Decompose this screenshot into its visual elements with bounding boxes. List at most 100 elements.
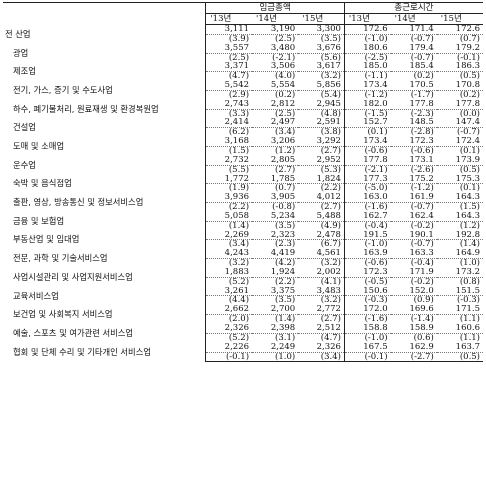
wage-change-pct: (2.5) (252, 108, 299, 119)
industry-label: 사업시설관리 및 사업지원서비스업 (3, 267, 207, 287)
hours-value: 163.3 (409, 249, 434, 259)
wage-value: 2,952 (316, 155, 341, 165)
hours-change-pct: (-1.6) (343, 202, 391, 212)
wage-value: 3,936 (224, 193, 250, 203)
hours-value: 151.5 (455, 286, 480, 296)
table-row-change: (-0.1) (1.0) (3.4) (-0.1) (-2.7) (0.5) (3, 351, 483, 363)
hours-change-pct: (-1.1) (343, 71, 391, 82)
hours-value: 173.4 (343, 137, 391, 147)
hours-value: 170.8 (455, 81, 480, 91)
table-row-change: (4.7) (4.0) (3.2) (-1.1) (0.2) (0.5) (3, 71, 483, 82)
wage-value: 3,676 (316, 43, 341, 53)
wage-value: 2,662 (224, 305, 250, 315)
wage-change-pct: (-0.8) (252, 202, 299, 212)
wage-value: 1,924 (270, 267, 296, 277)
wage-value: 2,732 (224, 155, 250, 165)
wage-value: 2,323 (270, 230, 296, 240)
industry-label-text: 도매 및 소매업 (13, 141, 65, 152)
hours-change-pct: (-0.4) (343, 220, 391, 231)
hours-value: 152.7 (343, 118, 391, 128)
wage-change-pct: (1.9) (205, 183, 253, 194)
wage-change-pct: (3.4) (298, 351, 345, 363)
wage-value: 2,497 (270, 118, 296, 128)
table-row: 제조업 3,371 3,506 3,617 185.0 185.4 186.3 (3, 62, 483, 82)
industry-label-text: 제조업 (13, 66, 36, 77)
wage-value: 3,168 (224, 137, 250, 147)
wage-change-pct: (4.7) (205, 71, 253, 82)
hours-value: 171.5 (455, 305, 480, 315)
industry-label-text: 보건업 및 사회복지 서비스업 (13, 309, 113, 320)
wage-change-pct: (4.2) (252, 258, 299, 268)
industry-label: 예술, 스포츠 및 여가관련 서비스업 (3, 324, 207, 343)
hours-change-pct: (-0.7) (390, 202, 437, 212)
hours-change-pct: (1.2) (436, 220, 483, 231)
hours-value: 172.3 (409, 137, 434, 147)
hours-value: 170.5 (409, 81, 434, 91)
table-row: 운수업 2,732 2,805 2,952 177.8 173.1 173.9 (3, 155, 483, 175)
hours-value: 160.6 (455, 324, 480, 333)
wage-change-pct: (6.7) (298, 239, 345, 250)
industry-label-text: 협회 및 단체 수리 및 기타개인 서비스업 (13, 346, 151, 357)
wage-change-pct: (2.5) (205, 52, 253, 63)
wage-value: 4,243 (224, 249, 250, 259)
wage-value: 2,414 (224, 118, 250, 128)
wage-value: 5,234 (270, 211, 296, 221)
industry-label: 교육서비스업 (3, 286, 207, 306)
wage-change-pct: (3.9) (205, 33, 253, 44)
industry-label: 건설업 (3, 118, 207, 138)
wage-value: 3,111 (224, 24, 250, 34)
hours-change-pct: (0.0) (436, 108, 483, 119)
hours-value: 192.8 (455, 230, 480, 240)
industry-label-text: 출판, 영상, 방송통신 및 정보서비스업 (13, 197, 144, 208)
wage-change-pct: (2.5) (252, 33, 299, 44)
industry-label: 전기, 가스, 증기 및 수도사업 (3, 81, 207, 100)
table-row: 보건업 및 사회복지 서비스업 2,662 2,700 2,772 172.0 169.6… (3, 305, 483, 324)
year-header-hours-2013: '13년 (343, 13, 391, 25)
hours-value: 177.8 (455, 99, 480, 109)
hours-change-pct: (-0.6) (343, 145, 391, 156)
hours-change-pct: (1.1) (436, 332, 483, 343)
hours-value: 171.4 (409, 24, 434, 34)
hours-value: 175.2 (409, 174, 434, 184)
hours-value: 182.0 (343, 99, 391, 110)
hours-change-pct: (-1.6) (343, 314, 391, 324)
hours-value: 162.4 (409, 211, 434, 221)
hours-value: 172.6 (343, 24, 391, 35)
wage-value: 4,012 (316, 193, 341, 203)
wage-change-pct: (5.6) (298, 52, 345, 63)
hours-change-pct: (-0.1) (436, 52, 483, 63)
hours-value: 163.9 (343, 249, 391, 259)
year-header-wage-2014: '14년 (252, 13, 299, 25)
industry-label: 전문, 과학 및 기술서비스업 (3, 249, 207, 268)
hours-change-pct: (-0.2) (390, 276, 437, 287)
table-row: 출판, 영상, 방송통신 및 정보서비스업 3,936 3,905 4,012 163.… (3, 193, 483, 212)
hours-value: 172.6 (455, 24, 480, 34)
industry-label: 전 산업 (3, 24, 207, 44)
hours-change-pct: (-2.6) (390, 164, 437, 175)
hours-value: 179.2 (455, 43, 480, 53)
table-row-change: (5.5) (2.7) (5.3) (-2.1) (-2.6) (0.5) (3, 164, 483, 175)
hours-change-pct: (-0.3) (436, 295, 483, 306)
industry-label: 보건업 및 사회복지 서비스업 (3, 305, 207, 324)
wage-change-pct: (3.5) (252, 295, 299, 306)
hours-value: 147.4 (455, 118, 480, 128)
hours-change-pct: (-2.7) (390, 351, 437, 363)
hours-change-pct: (-0.7) (390, 239, 437, 250)
wage-change-pct: (3.3) (205, 108, 253, 119)
hours-change-pct: (-0.3) (343, 295, 391, 306)
header-wage-total: 임금총액 (205, 2, 345, 14)
hours-value: 191.5 (343, 230, 391, 240)
table-row-change: (2.2) (-0.8) (2.7) (-1.6) (-0.7) (1.5) (3, 202, 483, 212)
wage-change-pct: (5.2) (205, 332, 253, 343)
hours-change-pct: (-2.8) (390, 127, 437, 138)
hours-change-pct: (-0.2) (390, 220, 437, 231)
industry-label-text: 예술, 스포츠 및 여가관련 서비스업 (13, 327, 134, 338)
wage-change-pct: (5.3) (298, 164, 345, 175)
hours-value: 185.4 (409, 62, 434, 72)
hours-change-pct: (-1.0) (343, 332, 391, 343)
wage-change-pct: (2.9) (205, 89, 253, 100)
table-row-change: (1.4) (3.5) (4.9) (-0.4) (-0.2) (1.2) (3, 220, 483, 231)
hours-change-pct: (-0.5) (343, 276, 391, 287)
hours-value: 164.9 (455, 249, 480, 259)
hours-change-pct: (-0.7) (390, 52, 437, 63)
